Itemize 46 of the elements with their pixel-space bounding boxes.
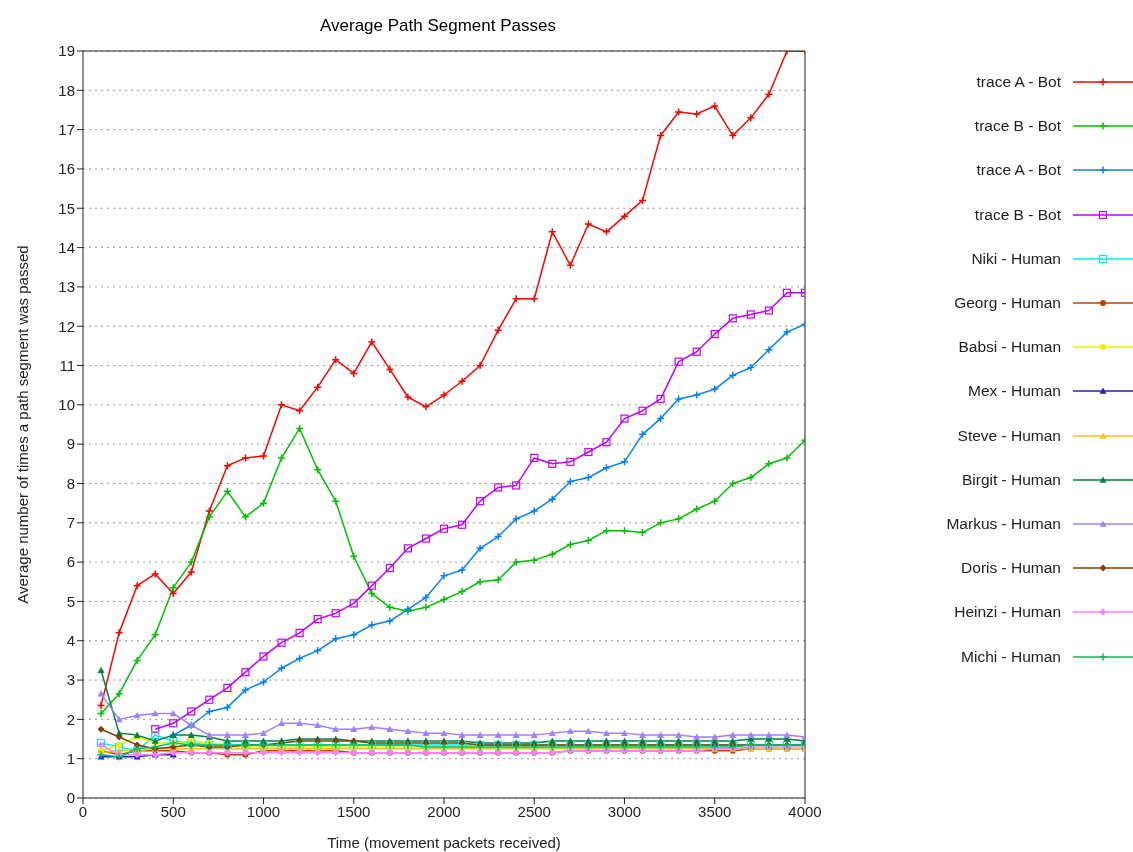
y-tick-label: 9: [66, 435, 75, 453]
y-tick-label: 16: [58, 160, 75, 178]
y-tick-label: 19: [58, 42, 75, 60]
x-tick-label: 2500: [517, 802, 551, 820]
y-tick-label: 6: [66, 553, 75, 571]
y-tick-label: 0: [66, 789, 75, 807]
y-axis-title: Average number of times a path segment was passed: [14, 245, 32, 604]
y-tick-label: 5: [66, 592, 75, 610]
x-tick-label: 0: [78, 802, 88, 820]
legend-label: Markus - Human: [945, 514, 1062, 533]
legend-label: trace A - Bot: [975, 73, 1062, 92]
legend-label: trace A - Bot: [975, 161, 1062, 180]
legend-label: Georg - Human: [953, 294, 1062, 313]
legend-label: Mex - Human: [966, 382, 1062, 401]
y-tick-label: 14: [58, 238, 75, 256]
x-tick-label: 3000: [607, 802, 642, 820]
x-tick-label: 500: [160, 802, 186, 820]
x-tick-label: 2000: [427, 802, 461, 820]
y-tick-label: 7: [66, 514, 75, 532]
y-tick-label: 12: [58, 317, 75, 335]
legend-label: Birgit - Human: [960, 470, 1062, 489]
x-axis-title: Time (movement packets received): [327, 834, 561, 851]
y-tick-label: 17: [58, 120, 75, 138]
x-tick-label: 1500: [337, 802, 371, 820]
y-tick-label: 2: [66, 710, 75, 728]
x-tick-label: 4000: [788, 802, 822, 820]
legend-label: Babsi - Human: [957, 338, 1062, 357]
x-tick-label: 1000: [246, 802, 281, 820]
y-tick-label: 15: [58, 199, 75, 217]
y-tick-label: 3: [66, 671, 75, 689]
legend-label: trace B - Bot: [973, 117, 1062, 136]
x-tick-label: 3500: [698, 802, 732, 820]
y-tick-label: 4: [66, 632, 75, 650]
y-tick-label: 13: [58, 278, 75, 296]
legend-label: Heinzi - Human: [953, 603, 1062, 622]
legend-label: Doris - Human: [960, 559, 1062, 578]
y-tick-label: 8: [66, 474, 75, 492]
chart-title: Average Path Segment Passes: [319, 16, 557, 36]
y-tick-label: 1: [66, 750, 75, 768]
legend-label: Michi - Human: [960, 647, 1062, 666]
legend-label: Steve - Human: [956, 426, 1062, 445]
legend-label: trace B - Bot: [973, 205, 1062, 224]
y-tick-label: 18: [58, 81, 75, 99]
y-tick-label: 11: [59, 356, 75, 374]
y-tick-label: 10: [58, 396, 75, 414]
legend-label: Niki - Human: [970, 249, 1062, 268]
